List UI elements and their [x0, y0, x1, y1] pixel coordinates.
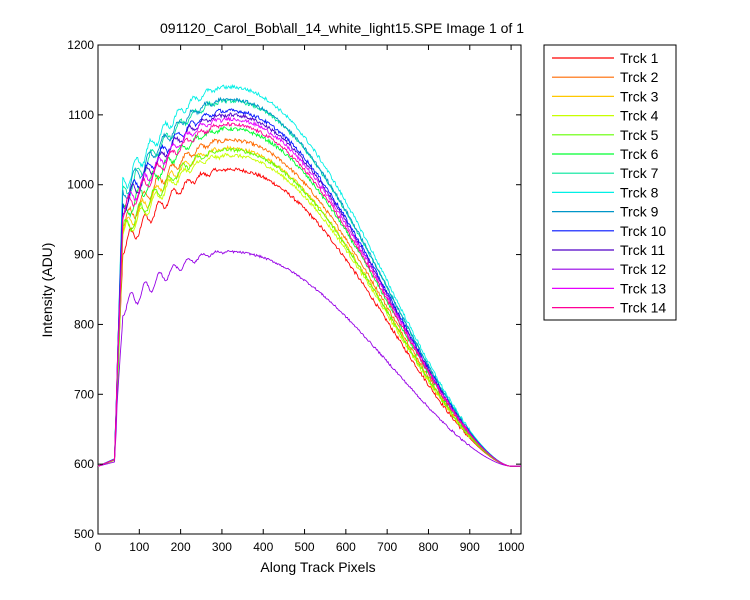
- series-line: [97, 121, 521, 467]
- legend-box: [543, 44, 677, 321]
- legend-items: Trck 1 Trck 2 Trck 3 Trck 4 Trck 5 Trck 6 Trck…: [552, 50, 666, 316]
- y-tick-label: 1200: [67, 38, 94, 52]
- x-tick-label: 100: [129, 540, 149, 554]
- legend-label: Trck 10: [620, 223, 666, 239]
- y-tick-label: 800: [74, 317, 94, 331]
- series-line: [97, 115, 521, 467]
- legend-label: Trck 11: [620, 242, 665, 258]
- chart-title: 091120_Carol_Bob\all_14_white_light15.SP…: [160, 20, 524, 36]
- x-tick-label: 500: [295, 540, 315, 554]
- y-axis-ticks: 500 600 700 800 900 1000 1100 1200: [67, 38, 521, 541]
- legend-label: Trck 6: [620, 146, 659, 162]
- series-line: [97, 152, 521, 467]
- y-tick-label: 1100: [68, 108, 94, 122]
- y-tick-label: 600: [74, 457, 94, 471]
- y-axis-label: Intensity (ADU): [39, 243, 55, 338]
- series-line: [97, 96, 521, 467]
- x-tick-label: 200: [171, 540, 191, 554]
- x-tick-label: 700: [377, 540, 397, 554]
- x-tick-label: 900: [460, 540, 480, 554]
- x-axis-ticks: 0 100 200 300 400 500 600 700 800 900 1000: [95, 45, 525, 554]
- x-tick-label: 600: [336, 540, 356, 554]
- legend-label: Trck 8: [620, 184, 659, 200]
- legend-label: Trck 7: [620, 165, 659, 181]
- series-group: [97, 83, 521, 467]
- plot-frame: [97, 44, 522, 535]
- x-tick-label: 0: [95, 540, 102, 554]
- series-line: [97, 167, 521, 467]
- legend-label: Trck 14: [620, 300, 666, 316]
- y-tick-label: 900: [74, 248, 94, 262]
- legend-label: Trck 5: [620, 127, 659, 143]
- legend-label: Trck 9: [620, 204, 659, 220]
- plot-area: 0 100 200 300 400 500 600 700 800 900 1000 500 600 7…: [67, 38, 524, 554]
- legend-label: Trck 12: [620, 261, 666, 277]
- y-tick-label: 700: [74, 387, 94, 401]
- legend-label: Trck 13: [620, 280, 666, 296]
- legend-label: Trck 1: [620, 50, 659, 66]
- x-tick-label: 300: [212, 540, 232, 554]
- series-line: [97, 249, 521, 467]
- legend-label: Trck 3: [620, 88, 659, 104]
- y-tick-label: 500: [74, 527, 94, 541]
- legend-label: Trck 2: [620, 69, 659, 85]
- x-axis-label: Along Track Pixels: [260, 559, 375, 575]
- series-line: [97, 108, 521, 467]
- legend: Trck 1 Trck 2 Trck 3 Trck 4 Trck 5 Trck 6 Trck…: [543, 44, 677, 321]
- x-tick-label: 800: [418, 540, 438, 554]
- series-line: [97, 147, 521, 467]
- x-tick-label: 400: [253, 540, 273, 554]
- x-tick-label: 1000: [498, 540, 525, 554]
- y-tick-label: 1000: [67, 178, 94, 192]
- series-line: [97, 83, 521, 467]
- legend-label: Trck 4: [620, 108, 659, 124]
